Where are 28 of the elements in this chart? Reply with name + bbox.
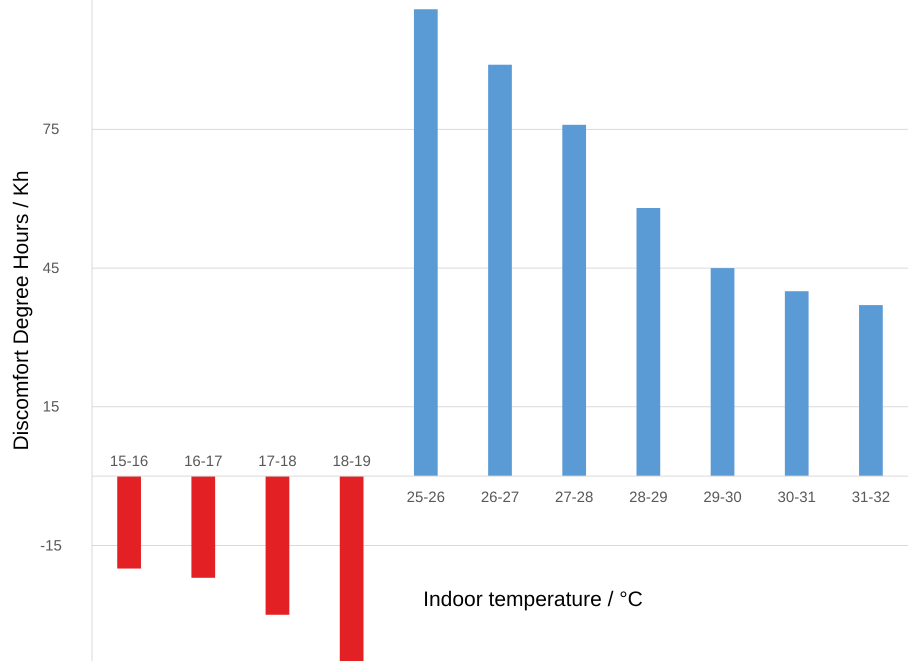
x-tick-label: 29-30 [703,489,742,506]
bar [340,476,364,661]
x-tick-label: 28-29 [629,489,668,506]
y-tick-label: 45 [42,260,60,277]
y-axis-title: Discomfort Degree Hours / Kh [10,170,33,451]
x-tick-label: 15-16 [110,453,148,470]
bar [859,305,883,476]
bar [266,476,290,615]
x-axis-title: Indoor temperature / °C [423,588,643,611]
x-tick-label: 31-32 [852,489,890,506]
bar [562,124,586,476]
x-tick-label: 16-17 [184,453,222,470]
bar [414,9,438,476]
bar [784,291,809,476]
bar [488,64,512,476]
x-tick-label: 17-18 [258,453,297,470]
bar [636,208,660,476]
x-tick-label: 25-26 [406,489,446,506]
x-tick-label: 30-31 [778,489,816,506]
x-tick-label: 18-19 [332,453,371,470]
bar [117,476,141,569]
bar [710,268,734,476]
bar [191,476,216,578]
y-tick-label: 75 [42,121,60,138]
y-tick-label: -15 [40,537,62,554]
y-tick-label: 15 [42,398,60,416]
x-tick-label: 27-28 [554,489,594,506]
x-tick-label: 26-27 [480,489,520,506]
